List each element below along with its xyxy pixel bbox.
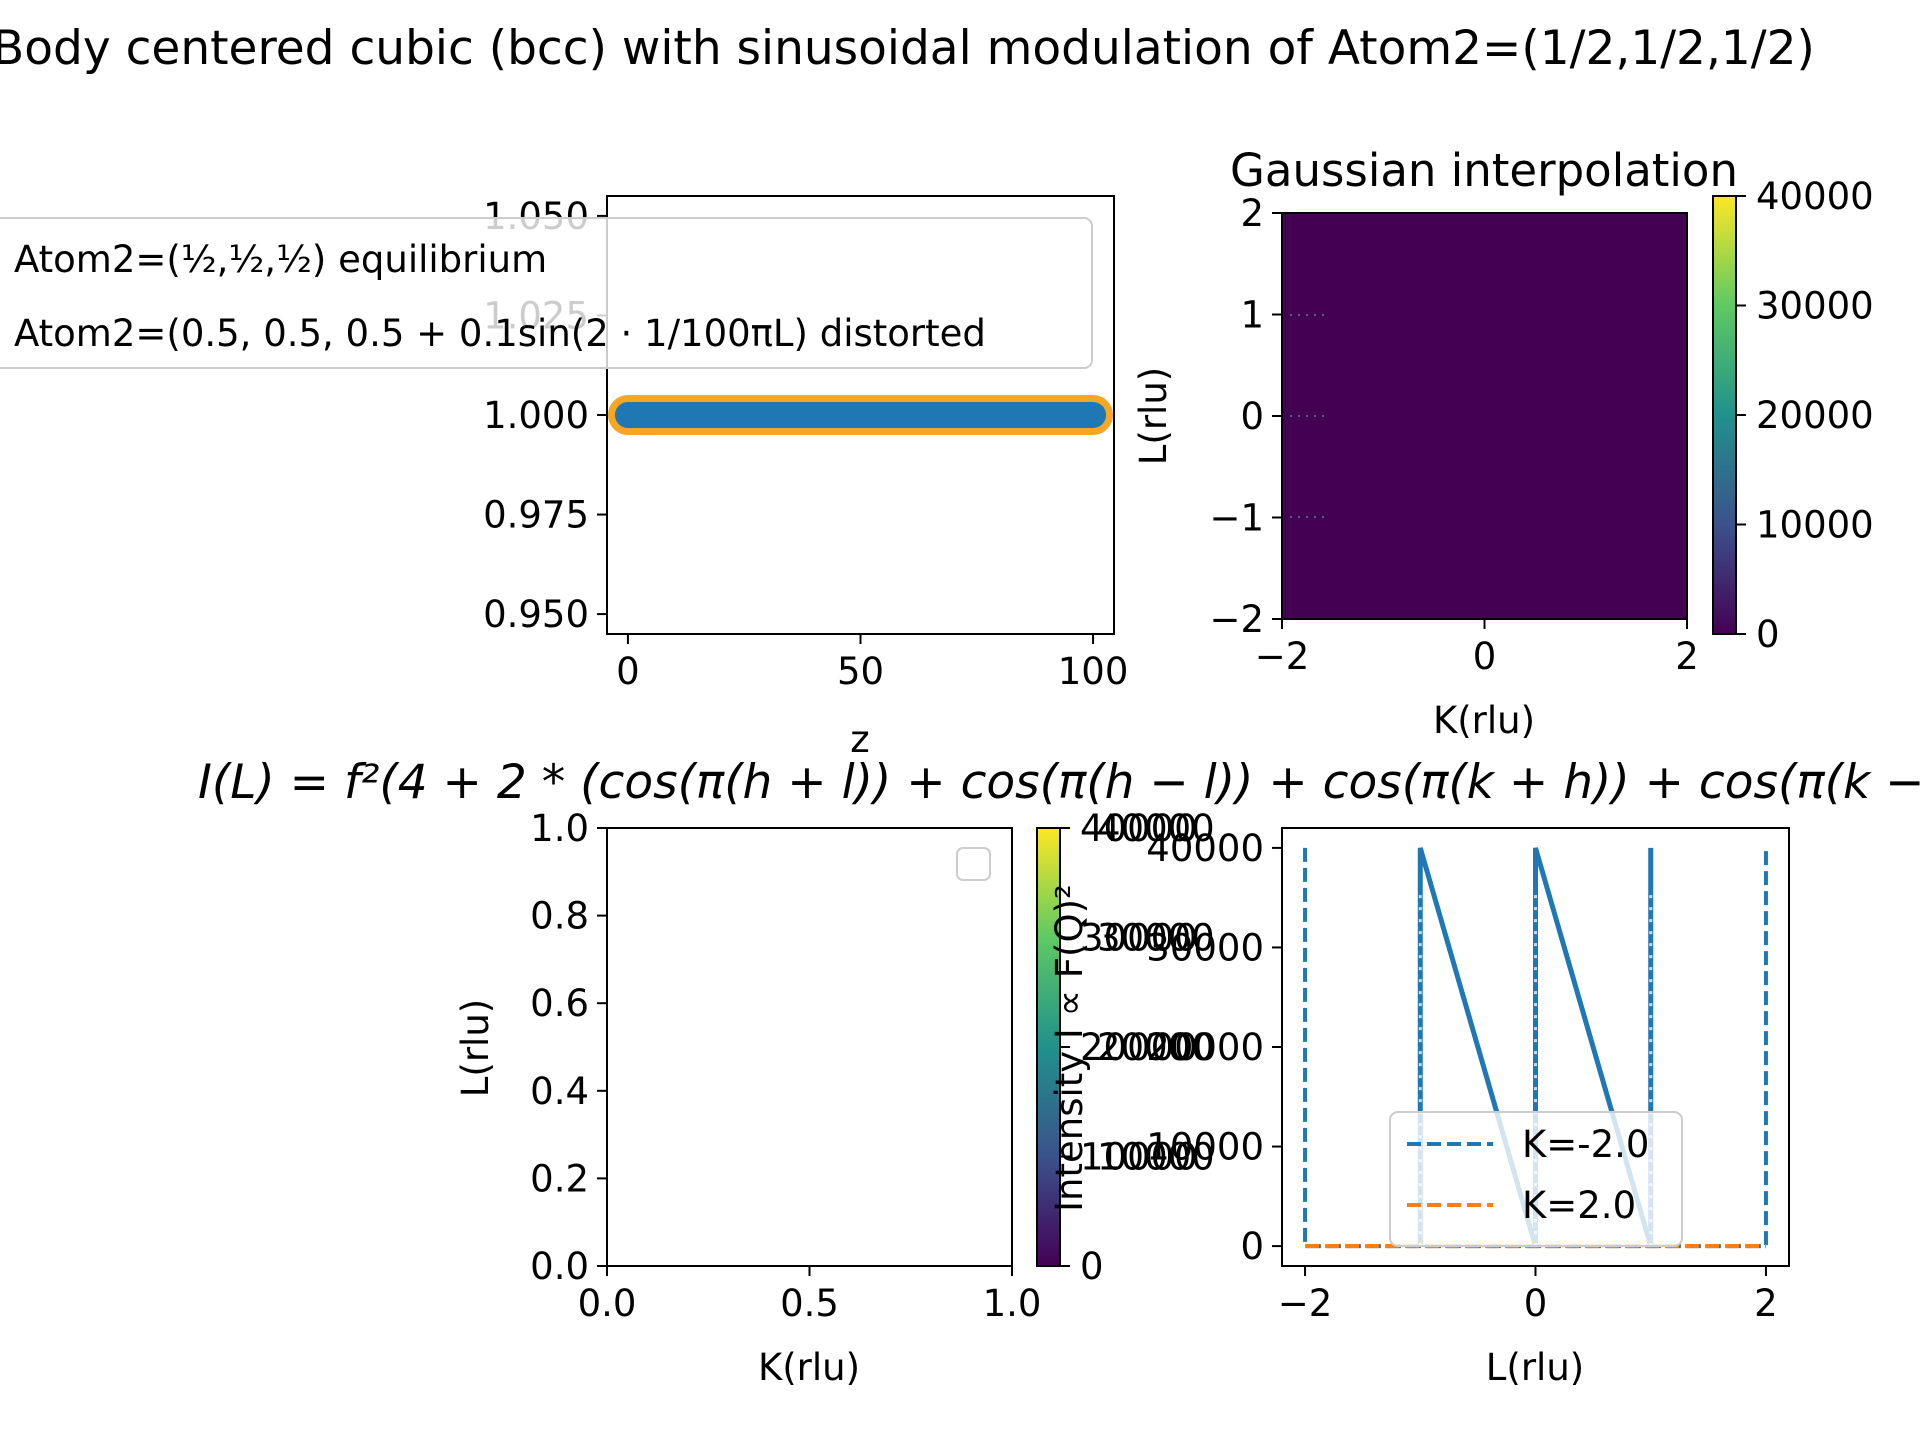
modulation-xtick-label: 50: [837, 650, 884, 693]
modulation-ytick-label: 0.975: [483, 494, 589, 537]
gaussian-ytick-label: 0: [1240, 395, 1264, 438]
intensity-colorbar-ytick-label: 0: [1080, 1245, 1104, 1288]
intensity-colorbar-ytick-label: 20000: [1080, 1026, 1198, 1069]
line-cuts-xlabel: L(rlu): [1486, 1346, 1584, 1389]
empty-map-ytick-label: 0.2: [530, 1157, 589, 1200]
modulation-ytick-label: 1.000: [483, 394, 589, 437]
line-cuts-xtick-label: −2: [1278, 1282, 1333, 1325]
gaussian-colorbar-ytick-label: 30000: [1756, 285, 1874, 328]
modulation-xtick-label: 0: [616, 650, 640, 693]
gaussian-ylabel: L(rlu): [1132, 367, 1175, 465]
line-cuts-ytick-label: 20000: [1146, 1026, 1264, 1069]
faint-grid-dots: [1290, 314, 1325, 518]
gaussian-xtick-label: 0: [1473, 635, 1497, 678]
gaussian-title: Gaussian interpolation: [1230, 144, 1738, 197]
line-cuts-ytick-label: 0: [1240, 1225, 1264, 1268]
line-cuts-ytick-label: 30000: [1146, 926, 1264, 969]
legend-entry-k-neg2: K=-2.0: [1522, 1123, 1649, 1166]
empty-map-xtick-label: 1.0: [983, 1282, 1042, 1325]
gaussian-colorbar-ytick-label: 0: [1756, 613, 1780, 656]
formula-title: I(L) = f²(4 + 2 * (cos(π(h + l)) + cos(π…: [198, 755, 1920, 810]
gaussian-ytick-label: −1: [1209, 497, 1264, 540]
gaussian-colorbar-ytick-label: 40000: [1756, 175, 1874, 218]
gaussian-colorbar-ytick-label: 20000: [1756, 394, 1874, 437]
modulation-legend: Atom2=(½,½,½) equilibrium Atom2=(0.5, 0.…: [0, 217, 1093, 369]
empty-map-xtick-label: 0.5: [780, 1282, 839, 1325]
gaussian-xlabel: K(rlu): [1433, 699, 1535, 742]
overlap-tick-label: 40000: [1097, 807, 1215, 850]
legend-entry-equilibrium: Atom2=(½,½,½) equilibrium: [14, 238, 547, 281]
intensity-colorbar-ytick-label: 30000: [1080, 917, 1198, 960]
line-cuts-ytick-label: 40000: [1146, 827, 1264, 870]
gaussian-ytick-label: 2: [1240, 192, 1264, 235]
empty-map-axes: [606, 827, 1013, 1267]
line-cuts-panel: −2 0 2 0 10000 20000 30000 40000 10000 20000 300…: [1097, 807, 1790, 1389]
line-cuts-xtick-label: 0: [1524, 1282, 1548, 1325]
gaussian-panel: Gaussian interpolation −2 0 2 −2 −1 0 1 2 K(rl…: [1132, 144, 1874, 742]
empty-map-xlabel: K(rlu): [758, 1346, 860, 1389]
empty-legend-box: [956, 847, 991, 881]
intensity-colorbar-ytick-label: 10000: [1080, 1136, 1198, 1179]
intensity-colorbar-label: Intensity I ∝ F(Q)²: [1048, 884, 1091, 1212]
modulation-xtick-label: 100: [1058, 650, 1129, 693]
gaussian-heatmap: [1282, 213, 1687, 619]
empty-map-ytick-label: 0.0: [530, 1245, 589, 1288]
gaussian-ytick-label: −2: [1209, 598, 1264, 641]
line-cuts-legend: K=-2.0 K=2.0: [1389, 1111, 1683, 1247]
intensity-colorbar-ytick-label: 40000: [1080, 807, 1198, 850]
gaussian-colorbar: [1712, 195, 1737, 635]
modulation-axes: [606, 195, 1115, 635]
legend-entry-distorted: Atom2=(0.5, 0.5, 0.5 + 0.1sin(2 · 1/100π…: [14, 312, 986, 355]
empty-map-ytick-label: 0.8: [530, 895, 589, 938]
figure-title: Body centered cubic (bcc) with sinusoida…: [0, 21, 1815, 76]
line-cuts-xtick-label: 2: [1754, 1282, 1778, 1325]
empty-map-panel: 0.0 0.5 1.0 0.0 0.2 0.4 0.6 0.8 1.0 K(rlu) L(rl…: [454, 807, 1198, 1389]
overlap-tick-label: 20000: [1097, 1026, 1215, 1069]
overlap-tick-label: 30000: [1097, 917, 1215, 960]
empty-map-ytick-label: 1.0: [530, 807, 589, 850]
gaussian-xtick-label: −2: [1255, 635, 1310, 678]
empty-map-ytick-label: 0.6: [530, 982, 589, 1025]
overlap-tick-label: 10000: [1097, 1136, 1215, 1179]
empty-map-ylabel: L(rlu): [454, 999, 497, 1097]
gaussian-xtick-label: 2: [1675, 635, 1699, 678]
empty-map-xtick-label: 0.0: [578, 1282, 637, 1325]
empty-map-ytick-label: 0.4: [530, 1070, 589, 1113]
line-cuts-ytick-label: 10000: [1146, 1126, 1264, 1169]
legend-entry-k-2: K=2.0: [1522, 1184, 1636, 1227]
modulation-xlabel: z: [850, 718, 869, 761]
gaussian-ytick-label: 1: [1240, 294, 1264, 337]
gaussian-colorbar-ytick-label: 10000: [1756, 504, 1874, 547]
modulation-ytick-label: 0.950: [483, 593, 589, 636]
